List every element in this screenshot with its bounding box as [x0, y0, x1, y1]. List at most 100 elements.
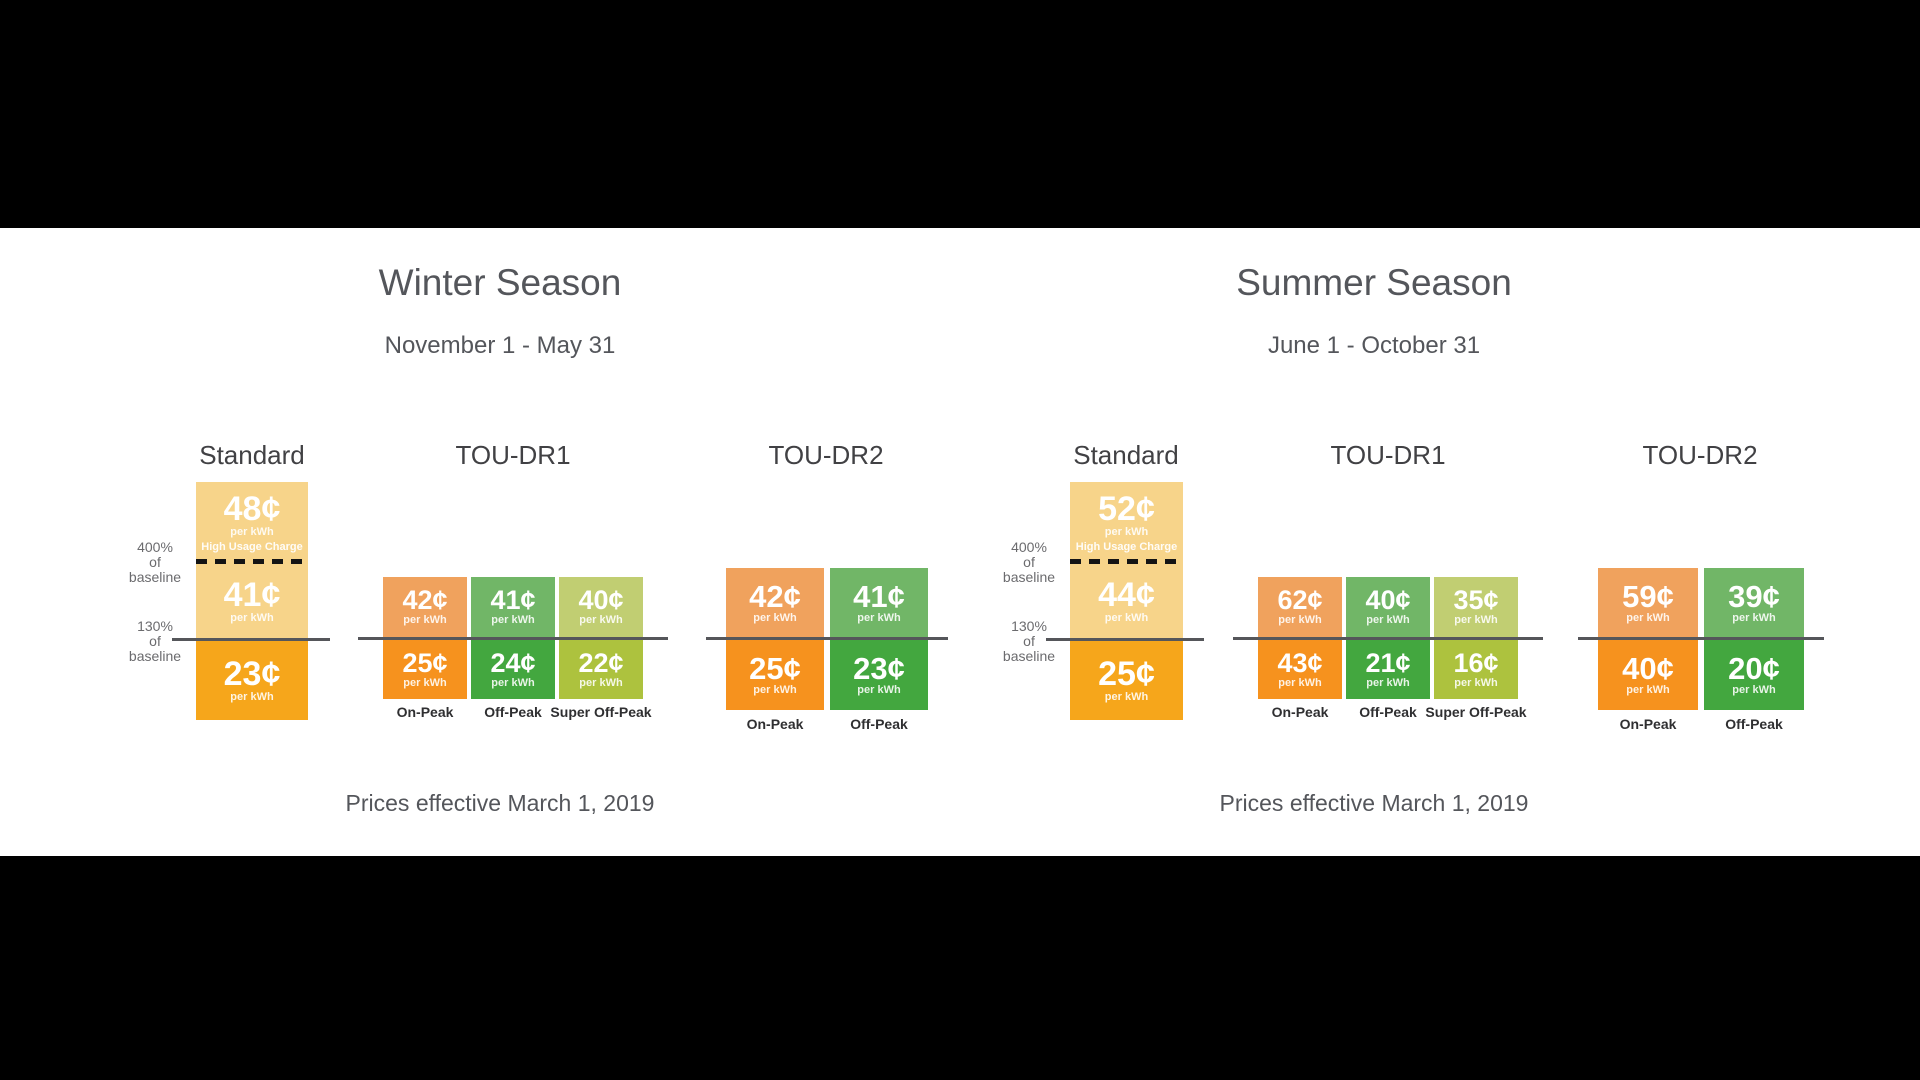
- summer-dr1-onpeak-above: 62¢ per kWh: [1258, 577, 1342, 637]
- winter-dr1-130-line: [358, 637, 668, 640]
- unit-label: per kWh: [1366, 614, 1410, 626]
- summer-dr2-onpeak-label: On-Peak: [1619, 716, 1677, 732]
- price-value: 52¢: [1098, 489, 1155, 528]
- winter-dr2-offpeak-below: 23¢ per kWh: [830, 640, 928, 710]
- winter-dr2-130-line: [706, 637, 948, 640]
- price-value: 43¢: [1277, 647, 1323, 678]
- summer-dr1-superoffpeak-below: 16¢ per kWh: [1434, 640, 1518, 699]
- winter-dr1-onpeak-below: 25¢ per kWh: [383, 640, 467, 699]
- marker-line: 130%: [137, 618, 173, 634]
- marker-line: 130%: [1011, 618, 1047, 634]
- unit-label: per kWh: [403, 614, 447, 626]
- unit-label: per kWh: [579, 676, 623, 689]
- summer-dr1-offpeak-below: 21¢ per kWh: [1346, 640, 1430, 699]
- winter-dr1-onpeak-label: On-Peak: [396, 704, 454, 720]
- summer-standard-tier-mid: 44¢ per kWh: [1070, 563, 1183, 640]
- summer-season-dates: June 1 - October 31: [1267, 332, 1481, 359]
- price-value: 24¢: [490, 647, 536, 678]
- winter-400-baseline-dashed-line: [196, 559, 308, 564]
- marker-line: of: [1023, 554, 1035, 570]
- unit-label: per kWh: [1278, 676, 1322, 689]
- summer-130-baseline-marker: 130% of baseline: [1003, 619, 1055, 664]
- summer-season-title: Summer Season: [1236, 262, 1512, 303]
- summer-dr1-offpeak-label: Off-Peak: [1359, 704, 1417, 720]
- unit-label: per kWh: [1104, 612, 1149, 624]
- winter-dr2-offpeak-above: 41¢ per kWh: [830, 568, 928, 637]
- summer-standard-title: Standard: [1073, 440, 1179, 470]
- summer-dr1-onpeak-below: 43¢ per kWh: [1258, 640, 1342, 699]
- winter-dr2-onpeak-label: On-Peak: [746, 716, 804, 732]
- unit-label: per kWh: [1732, 611, 1776, 624]
- unit-label: per kWh: [1278, 614, 1322, 626]
- winter-standard-tier-high-usage: 48¢ per kWh High Usage Charge: [196, 482, 308, 563]
- winter-season-title: Winter Season: [378, 262, 622, 303]
- summer-dr2-offpeak-below: 20¢ per kWh: [1704, 640, 1804, 710]
- summer-tou-dr2-title: TOU-DR2: [1642, 440, 1758, 470]
- winter-dr2-onpeak-below: 25¢ per kWh: [726, 640, 824, 710]
- summer-dr1-superoffpeak-above: 35¢ per kWh: [1434, 577, 1518, 637]
- price-value: 41¢: [223, 576, 281, 614]
- content-canvas: [0, 228, 1920, 856]
- price-value: 40¢: [1622, 651, 1674, 686]
- winter-dr1-onpeak-above: 42¢ per kWh: [383, 577, 467, 637]
- summer-dr1-offpeak-above: 40¢ per kWh: [1346, 577, 1430, 637]
- unit-label: per kWh: [1454, 614, 1498, 626]
- summer-dr1-superoffpeak-label: Super Off-Peak: [1425, 704, 1527, 720]
- unit-label: per kWh: [1626, 611, 1670, 624]
- unit-label: per kWh: [857, 611, 901, 624]
- price-value: 42¢: [402, 585, 448, 615]
- price-value: 25¢: [1098, 654, 1155, 693]
- high-usage-charge-label: High Usage Charge: [201, 540, 303, 553]
- winter-dr2-offpeak-label: Off-Peak: [850, 716, 908, 732]
- unit-label: per kWh: [753, 611, 797, 624]
- unit-label: per kWh: [230, 612, 274, 624]
- summer-dr1-130-line: [1233, 637, 1543, 640]
- price-value: 40¢: [578, 585, 624, 615]
- unit-label: per kWh: [753, 684, 797, 696]
- summer-standard-tier-high-usage: 52¢ per kWh High Usage Charge: [1070, 482, 1183, 563]
- marker-line: of: [149, 633, 161, 649]
- unit-label: per kWh: [1366, 676, 1410, 689]
- price-value: 48¢: [223, 489, 281, 528]
- price-value: 23¢: [223, 654, 281, 693]
- price-value: 16¢: [1453, 647, 1499, 678]
- winter-season-dates: November 1 - May 31: [384, 332, 616, 359]
- unit-label: per kWh: [230, 525, 274, 538]
- marker-line: baseline: [1002, 648, 1056, 664]
- summer-standard-tier-base: 25¢ per kWh: [1070, 640, 1183, 720]
- winter-dr1-offpeak-below: 24¢ per kWh: [471, 640, 555, 699]
- winter-standard-title: Standard: [199, 440, 305, 470]
- price-value: 42¢: [749, 578, 801, 614]
- price-value: 41¢: [853, 578, 905, 614]
- winter-dr1-superoffpeak-above: 40¢ per kWh: [559, 577, 643, 637]
- summer-dr2-130-line: [1578, 637, 1824, 640]
- price-value: 22¢: [578, 647, 624, 678]
- summer-standard-column: 52¢ per kWh High Usage Charge 44¢ per kW…: [1070, 482, 1183, 720]
- winter-400-baseline-marker: 400% of baseline: [129, 540, 181, 585]
- unit-label: per kWh: [579, 614, 623, 626]
- summer-dr2-offpeak-label: Off-Peak: [1725, 716, 1783, 732]
- winter-standard-130-line: [172, 638, 330, 641]
- summer-standard-130-line: [1046, 638, 1204, 641]
- marker-line: 400%: [1011, 539, 1047, 555]
- price-value: 59¢: [1622, 578, 1674, 614]
- summer-dr2-offpeak-above: 39¢ per kWh: [1704, 568, 1804, 637]
- price-value: 25¢: [749, 651, 801, 686]
- unit-label: per kWh: [857, 684, 901, 696]
- winter-tou-dr1-title: TOU-DR1: [455, 440, 571, 470]
- unit-label: per kWh: [1454, 676, 1498, 689]
- winter-effective-date: Prices effective March 1, 2019: [345, 790, 655, 816]
- unit-label: per kWh: [491, 676, 535, 689]
- summer-400-baseline-marker: 400% of baseline: [1003, 540, 1055, 585]
- marker-line: of: [149, 554, 161, 570]
- unit-label: per kWh: [1104, 690, 1149, 703]
- price-value: 41¢: [490, 585, 536, 615]
- summer-dr1-onpeak-label: On-Peak: [1271, 704, 1329, 720]
- price-value: 35¢: [1453, 585, 1499, 615]
- price-value: 21¢: [1365, 647, 1411, 678]
- unit-label: per kWh: [403, 676, 447, 689]
- high-usage-charge-label: High Usage Charge: [1075, 540, 1178, 553]
- marker-line: baseline: [1002, 569, 1056, 585]
- summer-dr2-onpeak-above: 59¢ per kWh: [1598, 568, 1698, 637]
